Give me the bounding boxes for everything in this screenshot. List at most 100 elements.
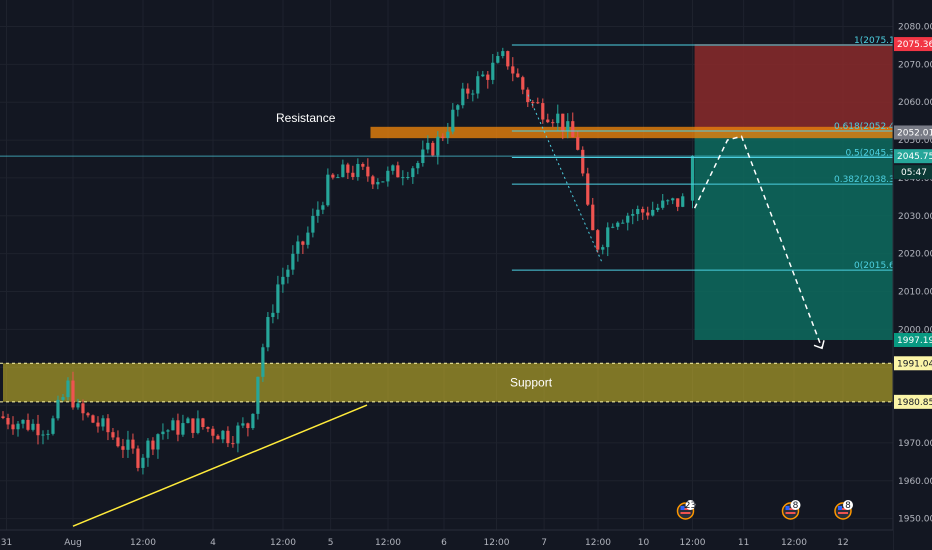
time-tick-label: 12:00: [484, 538, 510, 548]
candle-body: [31, 423, 35, 430]
candle-body: [651, 209, 655, 216]
candle-body: [106, 418, 110, 433]
price-tag-label: 1980.85: [897, 398, 932, 408]
time-tick-label: 4: [210, 538, 216, 548]
time-tick-label: 10: [638, 538, 650, 548]
candle-body: [491, 62, 495, 80]
candle-body: [366, 166, 370, 177]
rising-trendline[interactable]: [72, 404, 368, 527]
flag-stripe: [680, 512, 691, 514]
candle-body: [291, 253, 295, 270]
candle-body: [606, 227, 610, 248]
candle-body: [681, 196, 685, 207]
price-tag: [894, 356, 932, 371]
candle-body: [556, 113, 560, 124]
candle-body: [596, 230, 600, 250]
candle-body: [646, 212, 650, 216]
take-profit-zone[interactable]: [694, 132, 906, 340]
candle-body: [506, 51, 510, 67]
candle-body: [166, 430, 170, 432]
candle-body: [56, 399, 60, 419]
time-tick-label: 11: [738, 538, 749, 548]
event-count-text: 8: [845, 501, 851, 511]
candle-body: [551, 122, 555, 124]
resistance-zone[interactable]: [370, 126, 932, 139]
flag-canton: [680, 506, 685, 510]
candle-body: [181, 423, 185, 435]
candle-body: [616, 222, 620, 227]
countdown-tag: [894, 165, 932, 180]
candle-body: [276, 284, 280, 313]
time-tick-label: 12:00: [680, 538, 706, 548]
candle-body: [471, 93, 475, 95]
fib-level-label: 1(2075.11): [854, 36, 904, 46]
time-tick-label: 31: [1, 538, 12, 548]
time-tick-label: 12:00: [130, 538, 156, 548]
candle-body: [391, 165, 395, 171]
candle-body: [191, 418, 195, 433]
candle-body: [226, 430, 230, 444]
candle-body: [381, 181, 385, 183]
candle-body: [621, 222, 625, 224]
candle-body: [146, 440, 150, 458]
candle-body: [101, 418, 105, 427]
candle-body: [301, 241, 305, 245]
candle-body: [121, 446, 125, 450]
price-tick-label: 1970.00: [898, 439, 932, 449]
candle-body: [221, 430, 225, 440]
price-tick-label: 2060.00: [898, 98, 932, 108]
candle-body: [336, 177, 340, 179]
candle-body: [641, 208, 645, 213]
candle-body: [636, 208, 640, 215]
candle-body: [26, 419, 30, 430]
candle-body: [131, 439, 135, 449]
last-candle-body: [690, 156, 695, 201]
flag-stripe: [838, 512, 848, 514]
price-tick-label: 1960.00: [898, 477, 932, 487]
candle-body: [136, 448, 140, 468]
candle-body: [561, 113, 565, 132]
flag-stripe: [785, 508, 796, 510]
time-axis[interactable]: 31 Aug 12:00 4 12:00 5 12:00 6 12:00 7 12:00 10 12:0…: [0, 529, 893, 550]
candle-body: [141, 457, 145, 468]
economic-events-layer[interactable]: 23 8 8: [676, 500, 854, 520]
stop-loss-zone[interactable]: [694, 44, 906, 133]
candles-layer: [1, 47, 695, 475]
candle-body: [261, 347, 265, 377]
time-tick-label: 12:00: [375, 538, 401, 548]
price-tick-label: 2030.00: [898, 212, 932, 222]
candle-body: [441, 136, 445, 139]
candle-body: [206, 427, 210, 429]
candle-body: [326, 174, 330, 206]
candle-body: [321, 205, 325, 210]
candle-body: [611, 226, 615, 228]
candle-body: [496, 56, 500, 63]
candle-body: [21, 419, 25, 424]
projection-path[interactable]: [693, 135, 823, 349]
candle-body: [306, 232, 310, 245]
candle-body: [51, 418, 55, 434]
candle-body: [156, 434, 160, 450]
candle-body: [451, 109, 455, 132]
candle-body: [116, 437, 120, 447]
flag-stripe: [838, 508, 848, 510]
flag-canton: [785, 506, 790, 510]
candle-body: [11, 424, 15, 430]
candle-body: [601, 247, 605, 250]
time-tick-label: 12:00: [781, 538, 807, 548]
time-axis-background: [0, 530, 893, 550]
price-tags-layer: 2075.36 2052.01 2045.75 1997.19 1991.04 1980.…: [894, 37, 932, 409]
candle-body: [236, 425, 240, 444]
price-axis[interactable]: 1950.001960.001970.001980.001990.002000.…: [892, 0, 932, 550]
candle-body: [231, 443, 235, 445]
support-zone[interactable]: [3, 363, 893, 402]
time-tick-label: 7: [541, 538, 547, 548]
candle-body: [361, 164, 365, 167]
candle-body: [436, 136, 440, 156]
candle-body: [526, 89, 530, 103]
price-tick-label: 2010.00: [898, 288, 932, 298]
candle-body: [531, 102, 535, 104]
candle-body: [111, 432, 115, 438]
candle-body: [666, 200, 670, 202]
